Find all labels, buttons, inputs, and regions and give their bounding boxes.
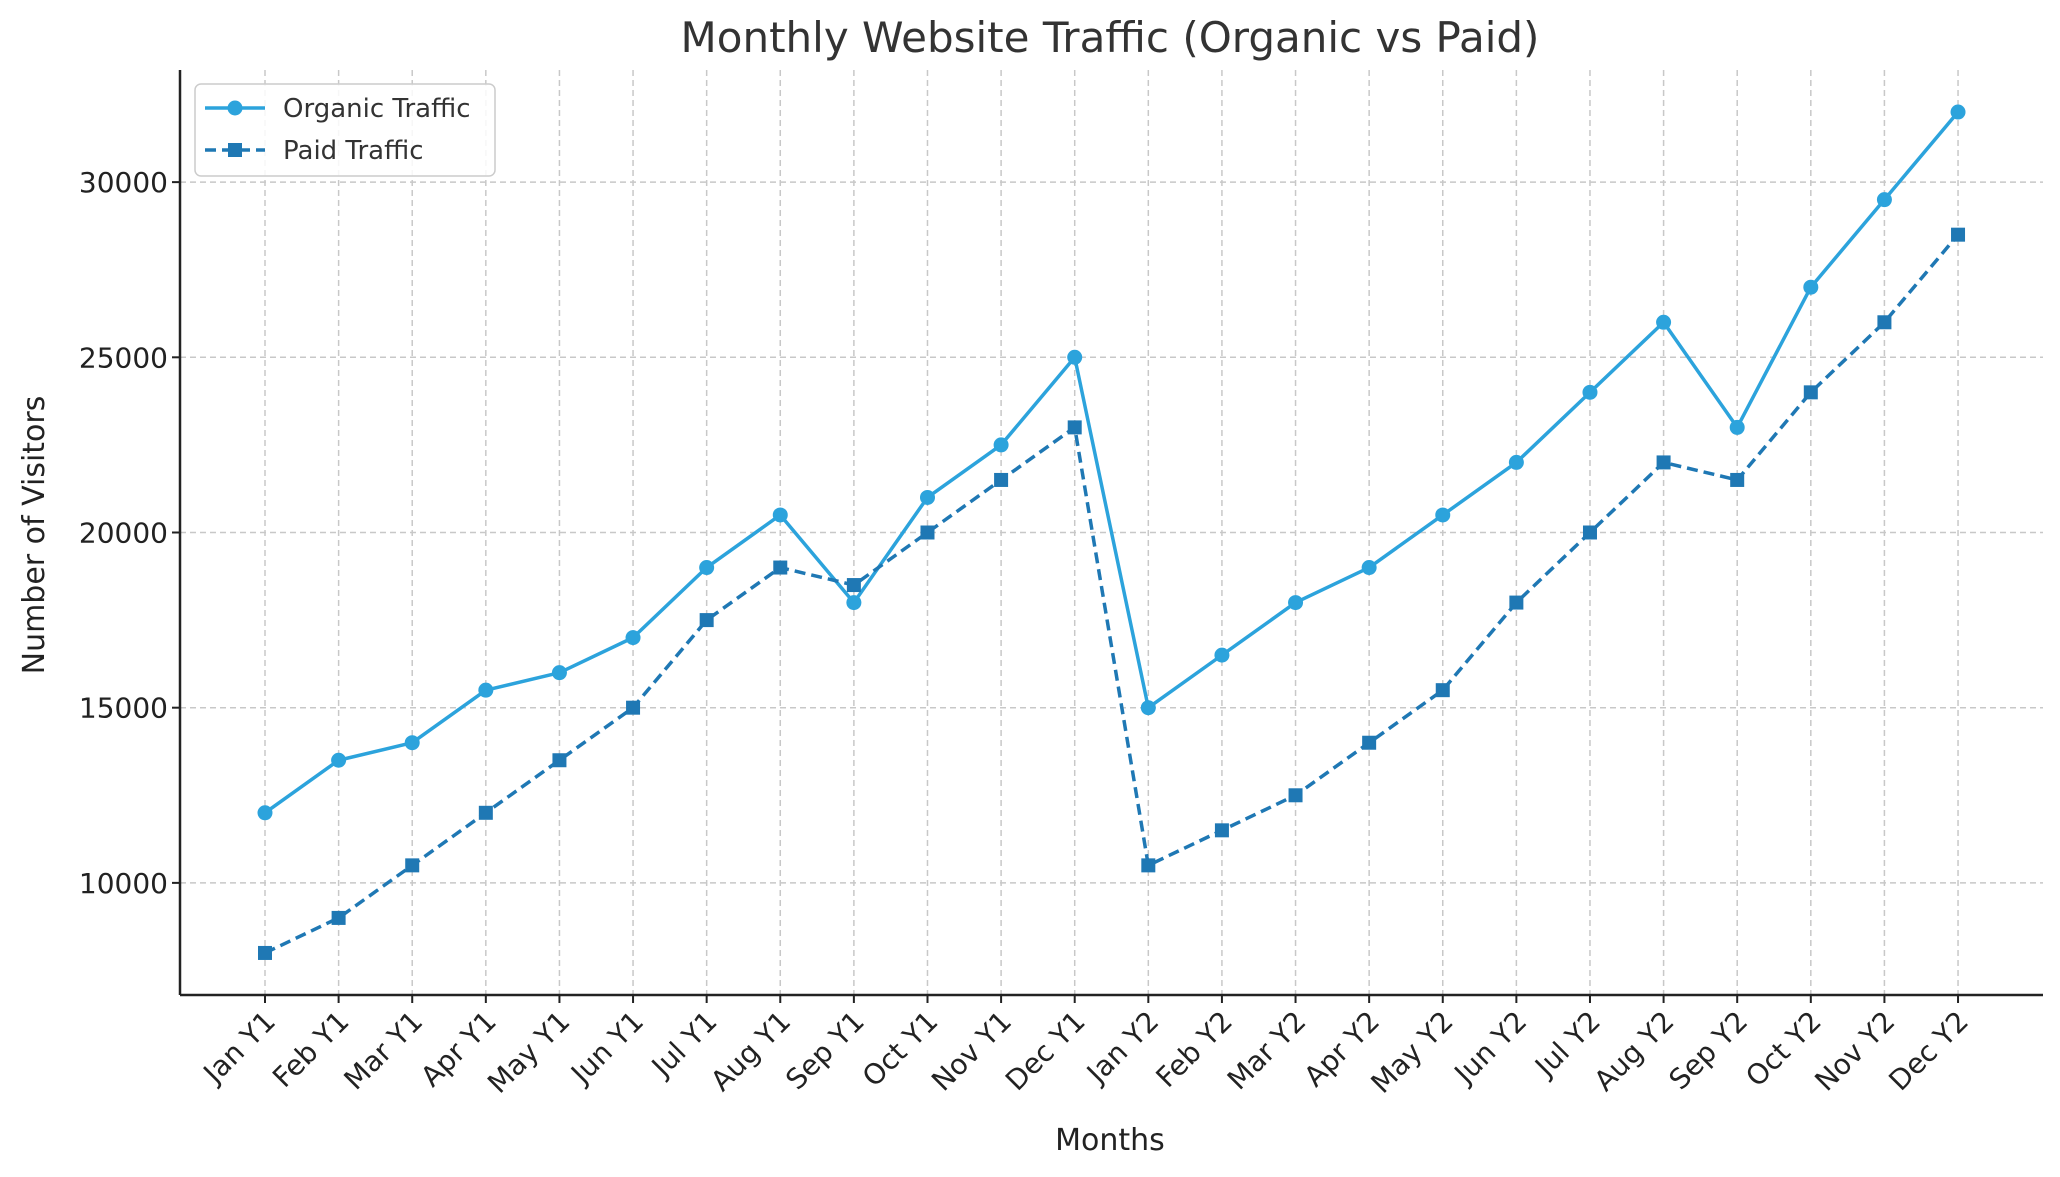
paid-traffic-point <box>1803 385 1818 400</box>
grid <box>180 70 2043 995</box>
organic-traffic-point <box>1361 560 1377 576</box>
paid-traffic-point <box>1214 823 1229 838</box>
paid-traffic-point <box>1067 420 1082 435</box>
paid-traffic-point <box>1509 595 1524 610</box>
paid-traffic-point <box>846 578 861 593</box>
y-axis-ticks: 10000 15000 20000 25000 30000 <box>79 166 180 900</box>
y-tick-label: 15000 <box>79 692 168 725</box>
x-tick-label: Jun Y2 <box>1447 1005 1534 1092</box>
organic-traffic-point <box>625 630 641 646</box>
organic-traffic-point <box>1729 419 1745 435</box>
x-axis-label: Months <box>1055 1123 1165 1158</box>
x-tick-label: Nov Y2 <box>1808 1005 1901 1098</box>
x-tick-label: Feb Y2 <box>1149 1005 1238 1094</box>
organic-traffic-point <box>1435 507 1451 523</box>
y-tick-label: 10000 <box>79 867 168 900</box>
paid-traffic-point <box>1951 227 1966 242</box>
paid-traffic-point <box>1656 455 1671 470</box>
organic-traffic-point <box>1508 454 1524 470</box>
legend-paid-traffic-label: Paid Traffic <box>283 136 424 166</box>
organic-traffic-point <box>1067 349 1083 365</box>
organic-traffic-point <box>993 437 1009 453</box>
x-tick-label: Dec Y1 <box>999 1005 1092 1098</box>
y-axis-label: Number of Visitors <box>17 396 52 675</box>
x-tick-label: Mar Y1 <box>337 1005 429 1097</box>
x-tick-label: Aug Y1 <box>704 1005 797 1098</box>
legend-paid-traffic-marker <box>228 143 242 157</box>
organic-traffic-point <box>1582 384 1598 400</box>
paid-traffic-point <box>331 910 346 925</box>
legend-box <box>194 83 496 177</box>
organic-traffic-point <box>1876 192 1892 208</box>
paid-traffic-point <box>773 560 788 575</box>
paid-traffic-line <box>264 233 1960 955</box>
organic-traffic-point <box>919 489 935 505</box>
organic-traffic-point <box>1288 595 1304 611</box>
x-tick-label: Jun Y1 <box>563 1005 650 1092</box>
organic-traffic-point <box>257 805 273 821</box>
organic-traffic-point <box>1140 700 1156 716</box>
x-tick-label: Nov Y1 <box>925 1005 1018 1098</box>
x-tick-label: May Y1 <box>481 1005 576 1100</box>
organic-traffic-point <box>551 665 567 681</box>
paid-traffic-point <box>1362 735 1377 750</box>
paid-traffic-point <box>1877 315 1892 330</box>
y-tick-label: 20000 <box>79 517 168 550</box>
x-tick-label: Sep Y2 <box>1663 1005 1755 1097</box>
paid-traffic-point <box>1435 683 1450 698</box>
x-tick-label: Feb Y1 <box>266 1005 355 1094</box>
x-tick-label: Sep Y1 <box>779 1005 871 1097</box>
organic-traffic-line <box>263 110 1960 815</box>
legend-organic-traffic-marker <box>227 100 243 116</box>
x-tick-label: Jan Y1 <box>196 1005 282 1091</box>
x-tick-label: May Y2 <box>1364 1005 1459 1100</box>
paid-traffic-point <box>1288 788 1303 803</box>
series <box>257 104 1966 960</box>
y-tick-label: 25000 <box>79 341 168 374</box>
legend-organic-traffic-label: Organic Traffic <box>283 94 471 124</box>
organic-traffic-point <box>1214 647 1230 663</box>
paid-traffic-point <box>626 700 641 715</box>
paid-traffic-point <box>405 858 420 873</box>
x-tick-label: Aug Y2 <box>1588 1005 1681 1098</box>
organic-traffic-point <box>1656 314 1672 330</box>
organic-traffic-point <box>1950 104 1966 120</box>
x-tick-label: Dec Y2 <box>1882 1005 1975 1098</box>
organic-traffic-point <box>404 735 420 751</box>
organic-traffic-point <box>478 682 494 698</box>
paid-traffic-point <box>1730 472 1745 487</box>
organic-traffic-point <box>772 507 788 523</box>
organic-traffic-point <box>1803 279 1819 295</box>
paid-traffic-point <box>1141 858 1156 873</box>
x-tick-label: Jan Y2 <box>1079 1005 1165 1091</box>
legend: Organic Traffic Paid Traffic <box>194 83 496 177</box>
paid-traffic-point <box>920 525 935 540</box>
paid-traffic-point <box>699 613 714 628</box>
paid-traffic-point <box>994 472 1009 487</box>
paid-traffic-point <box>552 753 567 768</box>
organic-traffic-point <box>846 595 862 611</box>
paid-traffic-point <box>478 805 493 820</box>
paid-traffic-point <box>1582 525 1597 540</box>
chart-title: Monthly Website Traffic (Organic vs Paid… <box>681 13 1540 62</box>
y-tick-label: 30000 <box>79 166 168 199</box>
x-tick-label: Mar Y2 <box>1221 1005 1313 1097</box>
paid-traffic-point <box>258 945 272 960</box>
organic-traffic-point <box>699 560 715 576</box>
organic-traffic-point <box>331 752 347 768</box>
